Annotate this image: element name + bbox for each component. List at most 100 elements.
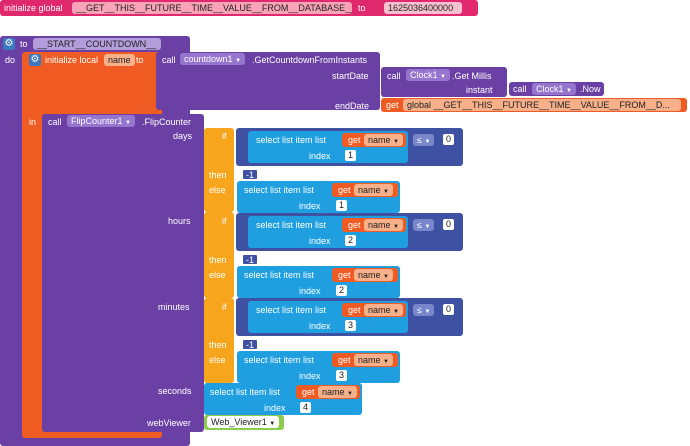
days-else-get-label: get: [338, 185, 351, 195]
chevron-down-icon: ▼: [269, 421, 276, 427]
end-date-var-dropdown[interactable]: global __GET__THIS__FUTURE__TIME__VALUE_…: [403, 99, 681, 111]
hours-else-get-label: get: [338, 270, 351, 280]
local-init-to-label: to: [136, 55, 144, 65]
days-cond-var-dropdown[interactable]: name ▼: [364, 134, 403, 146]
minutes-if-block[interactable]: [204, 298, 234, 383]
chevron-down-icon: ▼: [383, 189, 389, 195]
days-cond-select-label: select list item list: [256, 135, 327, 145]
clock-now-method-label: .Now: [580, 84, 601, 94]
minutes-else-select-label: select list item list: [244, 355, 315, 365]
days-op-dropdown[interactable]: ≤ ▼: [413, 134, 435, 146]
minutes-else-index-label: index: [299, 371, 321, 381]
hours-cond-index-value[interactable]: 2: [345, 235, 357, 246]
minutes-label: minutes: [158, 302, 190, 312]
minutes-op-label: ≤: [417, 305, 422, 315]
chevron-down-icon: ▼: [393, 139, 399, 145]
flip-component-dropdown[interactable]: FlipCounter1 ▼: [67, 115, 135, 127]
hours-cond-index-label: index: [309, 236, 331, 246]
days-label: days: [173, 131, 193, 141]
hours-label: hours: [168, 216, 191, 226]
days-if-label: if: [222, 131, 227, 141]
chevron-down-icon: ▼: [440, 74, 446, 80]
minutes-zero-value[interactable]: 0: [443, 304, 455, 315]
global-init-to-label: to: [358, 3, 366, 13]
procedure-do-label: do: [5, 55, 16, 65]
days-else-var-dropdown[interactable]: name ▼: [354, 184, 393, 196]
seconds-label: seconds: [158, 386, 192, 396]
minutes-cond-var-dropdown[interactable]: name ▼: [364, 304, 403, 316]
chevron-down-icon: ▼: [383, 359, 389, 365]
days-else-label: else: [209, 185, 226, 195]
days-cond-index-value[interactable]: 1: [345, 150, 357, 161]
chevron-down-icon: ▼: [383, 274, 389, 280]
countdown-method-label: .GetCountdownFromInstants: [252, 55, 368, 65]
days-zero-value[interactable]: 0: [443, 134, 455, 145]
chevron-down-icon: ▼: [424, 224, 431, 230]
minutes-if-label: if: [222, 302, 227, 312]
global-init-label: initialize global: [4, 3, 63, 13]
flip-call-label: call: [48, 117, 62, 127]
minutes-cond-get-label: get: [348, 305, 361, 315]
days-else-var-label: name: [358, 185, 381, 195]
countdown-component-label: countdown1: [184, 54, 233, 64]
procedure-name-field[interactable]: __START__COUNTDOWN__: [33, 38, 161, 50]
local-init-in-label: in: [29, 117, 37, 127]
seconds-var-dropdown[interactable]: name ▼: [318, 386, 357, 398]
hours-cond-var-dropdown[interactable]: name ▼: [364, 219, 403, 231]
flip-counter-block[interactable]: [42, 114, 204, 432]
webviewer-label: webViewer: [147, 418, 191, 428]
local-var-name-field[interactable]: name: [104, 54, 135, 66]
chevron-down-icon: ▼: [393, 224, 399, 230]
procedure-to-label: to: [20, 39, 28, 49]
global-init-block[interactable]: initialize global __GET__THIS__FUTURE__T…: [0, 0, 478, 16]
global-value-field[interactable]: 1625036400000: [384, 2, 462, 14]
hours-if-block[interactable]: [204, 212, 234, 298]
days-else-select-label: select list item list: [244, 185, 315, 195]
minutes-cond-var-label: name: [368, 305, 391, 315]
hours-else-index-label: index: [299, 286, 321, 296]
minutes-else-var-dropdown[interactable]: name ▼: [354, 354, 393, 366]
clock-now-component-label: Clock1: [536, 84, 564, 94]
hours-zero-value[interactable]: 0: [443, 219, 455, 230]
days-then-value[interactable]: -1: [242, 169, 259, 180]
hours-then-label: then: [209, 255, 227, 265]
minutes-cond-index-value[interactable]: 3: [345, 320, 357, 331]
countdown-component-dropdown[interactable]: countdown1 ▼: [180, 53, 246, 65]
hours-else-select-label: select list item list: [244, 270, 315, 280]
hours-op-dropdown[interactable]: ≤ ▼: [413, 219, 435, 231]
seconds-index-value[interactable]: 4: [300, 402, 312, 413]
seconds-index-label: index: [264, 403, 286, 413]
hours-cond-get-label: get: [348, 220, 361, 230]
days-else-index-value[interactable]: 1: [336, 200, 348, 211]
chevron-down-icon: ▼: [393, 309, 399, 315]
days-cond-get-label: get: [348, 135, 361, 145]
days-cond-index-label: index: [309, 151, 331, 161]
chevron-down-icon: ▼: [125, 120, 131, 126]
minutes-else-index-value[interactable]: 3: [336, 370, 348, 381]
hours-cond-var-label: name: [368, 220, 391, 230]
minutes-else-var-label: name: [358, 355, 381, 365]
minutes-cond-select-label: select list item list: [256, 305, 327, 315]
hours-then-value[interactable]: -1: [242, 254, 259, 265]
hours-op-label: ≤: [417, 220, 422, 230]
hours-else-var-dropdown[interactable]: name ▼: [354, 269, 393, 281]
days-then-label: then: [209, 170, 227, 180]
minutes-op-dropdown[interactable]: ≤ ▼: [413, 304, 435, 316]
webviewer-value-label: Web_Viewer1: [211, 417, 267, 427]
countdown-call-label: call: [162, 55, 176, 65]
clock-now-component-dropdown[interactable]: Clock1 ▼: [532, 83, 576, 95]
global-var-name-field[interactable]: __GET__THIS__FUTURE__TIME__VALUE__FROM__…: [72, 2, 352, 14]
webviewer-dropdown[interactable]: Web_Viewer1 ▼: [207, 416, 280, 428]
clock-millis-component-dropdown[interactable]: Clock1 ▼: [406, 69, 450, 81]
minutes-then-value[interactable]: -1: [242, 339, 259, 350]
chevron-down-icon: ▼: [566, 88, 572, 94]
gear-icon[interactable]: ⚙: [3, 38, 15, 50]
days-else-index-label: index: [299, 201, 321, 211]
end-date-get-label: get: [386, 100, 399, 110]
hours-else-index-value[interactable]: 2: [336, 285, 348, 296]
days-if-block[interactable]: [204, 128, 234, 212]
gear-icon[interactable]: ⚙: [29, 54, 41, 66]
chevron-down-icon: ▼: [424, 139, 431, 145]
seconds-var-label: name: [322, 387, 345, 397]
clock-millis-call-label: call: [387, 71, 401, 81]
